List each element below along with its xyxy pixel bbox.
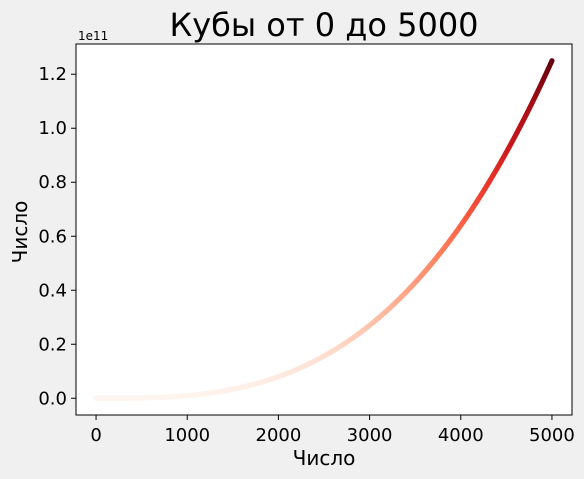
x-tick-label: 5000 (529, 425, 575, 446)
y-axis: 0.0 0.2 0.4 0.6 0.8 1.0 1.2 (38, 64, 76, 409)
y-tick-label: 0.6 (38, 226, 67, 247)
x-tick-label: 3000 (347, 425, 393, 446)
y-tick-label: 1.0 (38, 118, 67, 139)
x-tick-label: 0 (90, 425, 101, 446)
plot-frame (75, 43, 573, 416)
x-tick-label: 4000 (438, 425, 484, 446)
x-axis: 0 1000 2000 3000 4000 5000 (90, 415, 575, 446)
x-axis-label: Число (293, 446, 356, 470)
x-tick-label: 2000 (256, 425, 302, 446)
y-axis-offset-label: 1e11 (78, 29, 108, 43)
data-point (549, 58, 555, 64)
y-tick-label: 0.4 (38, 280, 67, 301)
y-tick-label: 1.2 (38, 64, 67, 85)
y-tick-label: 0.2 (38, 334, 67, 355)
chart-title: Кубы от 0 до 5000 (169, 6, 478, 44)
y-tick-label: 0.8 (38, 172, 67, 193)
x-tick-label: 1000 (164, 425, 210, 446)
scatter-series (93, 58, 555, 401)
y-axis-label: Число (8, 201, 32, 264)
y-tick-label: 0.0 (38, 388, 67, 409)
plot-area (76, 44, 572, 415)
